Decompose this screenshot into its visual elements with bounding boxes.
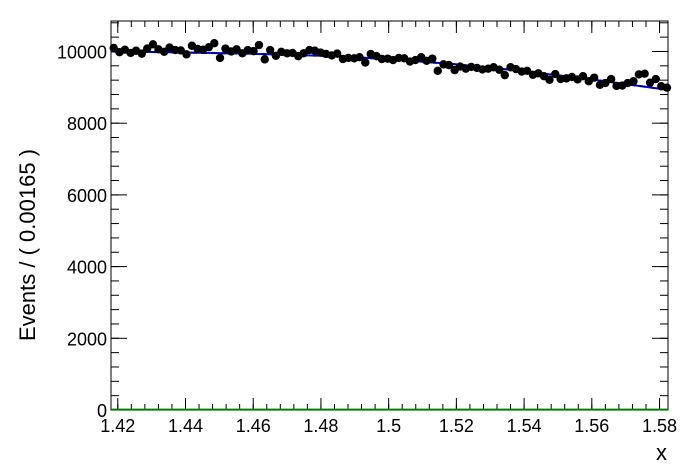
x-axis: 1.42 1.44 1.46 1.48 1.5 1.52 1.54 1.56 1.58	[100, 21, 677, 436]
data-point	[265, 45, 275, 55]
x-tick-label: 1.56	[574, 416, 609, 436]
data-point	[361, 58, 370, 67]
data-point	[589, 73, 599, 82]
y-axis-title: Events / ( 0.00165 )	[15, 149, 40, 341]
data-point	[433, 66, 442, 76]
data-point	[260, 55, 269, 64]
x-tick-label: 1.5	[376, 416, 401, 436]
x-tick-label: 1.54	[507, 416, 542, 436]
x-tick-label: 1.46	[236, 416, 271, 436]
x-tick-label: 1.42	[100, 416, 135, 436]
y-tick-label: 10000	[57, 42, 107, 62]
data-point	[551, 69, 560, 79]
data-point	[606, 74, 616, 84]
data-point	[495, 65, 504, 74]
x-tick-label: 1.52	[439, 416, 474, 436]
data-point	[500, 70, 509, 80]
x-tick-label: 1.44	[168, 416, 203, 436]
data-point	[578, 72, 588, 81]
data-point	[109, 43, 118, 53]
data-point	[355, 53, 364, 62]
data-point	[444, 60, 454, 70]
data-point	[249, 46, 258, 56]
y-tick-label: 2000	[67, 329, 107, 349]
data-point	[143, 44, 152, 53]
data-point	[629, 77, 638, 86]
y-tick-label: 6000	[67, 186, 107, 206]
data-point	[215, 53, 225, 63]
data-point	[662, 83, 672, 92]
data-point	[545, 75, 554, 84]
y-tick-label: 4000	[67, 258, 107, 278]
data-point	[651, 74, 661, 84]
x-axis-title: x	[656, 440, 667, 465]
data-point	[148, 40, 158, 49]
x-tick-label: 1.48	[303, 416, 338, 436]
data-point	[182, 50, 191, 59]
y-axis: 0 2000 4000 6000 8000 10000	[57, 22, 668, 421]
y-tick-label: 0	[97, 401, 107, 421]
data-point	[428, 54, 437, 63]
data-point	[332, 49, 342, 58]
y-tick-label: 8000	[67, 114, 107, 134]
x-tick-label: 1.58	[642, 416, 677, 436]
data-point	[137, 49, 147, 58]
data-point	[210, 39, 219, 48]
series-layer	[109, 39, 672, 411]
data-point	[640, 69, 649, 78]
data-point	[254, 40, 264, 50]
